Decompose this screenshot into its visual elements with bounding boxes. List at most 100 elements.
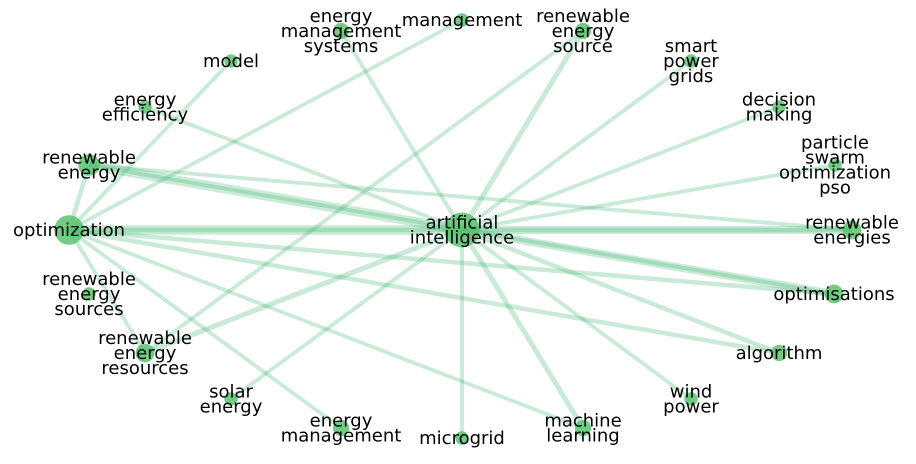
node-opt [54, 215, 84, 245]
node-label-line: particle [801, 133, 869, 154]
node-ai [444, 212, 480, 248]
node-label-line: energy [200, 397, 263, 418]
node-label-line: smart [665, 36, 717, 57]
node-label-line: efficiency [102, 105, 189, 126]
edge-ai-dm [461, 105, 780, 232]
node-res_src [574, 22, 592, 40]
node-label-line: management [402, 10, 523, 31]
node-label-line: artificial [426, 213, 499, 234]
node-optim [824, 284, 844, 304]
node-label-spg: smart power grids [663, 36, 719, 87]
node-spg [684, 54, 698, 68]
node-label-algo: algorithm [736, 343, 823, 364]
node-label-line: systems [304, 36, 378, 57]
node-label-pso: particle swarm optimization pso [779, 133, 891, 199]
node-label-line: decision [742, 90, 816, 111]
node-label-line: management [281, 426, 402, 447]
edge-ai-optim [461, 226, 835, 298]
node-rer [135, 343, 155, 363]
node-label-line: power [663, 51, 719, 72]
node-re [78, 154, 100, 176]
node-label-line: energy [310, 6, 373, 27]
edge-ai-solar [229, 228, 464, 401]
edge-ai-res_src [459, 29, 586, 232]
node-label-line: optimisations [773, 284, 894, 305]
node-label-dm: decision making [742, 90, 816, 126]
edge-ai-ml [459, 228, 586, 430]
node-label-solar: solar energy [200, 382, 263, 418]
edge-ai-rer [144, 227, 463, 356]
node-label-line: energy [58, 163, 121, 184]
edge-opt-mgmt [68, 18, 463, 232]
edge-opt-ml [68, 228, 584, 430]
node-label-line: energy [310, 411, 373, 432]
node-label-line: energy [58, 284, 121, 305]
node-label-line: intelligence [410, 228, 514, 249]
node-ren_en [842, 220, 862, 240]
node-label-res: renewable energy sources [42, 269, 136, 320]
node-res [82, 287, 96, 301]
node-label-res_src: renewable energy source [536, 6, 630, 57]
node-label-line: renewable [805, 213, 899, 234]
node-model [224, 54, 238, 68]
node-label-line: model [203, 51, 259, 72]
node-label-mgmt: management [402, 10, 523, 31]
node-label-line: management [281, 21, 402, 42]
node-label-ee: energy efficiency [102, 90, 189, 126]
node-label-line: algorithm [736, 343, 823, 364]
node-label-line: optimization [779, 163, 891, 184]
edge-re-ren_en [88, 163, 853, 232]
edge-opt-rer [67, 229, 147, 354]
node-label-line: solar [209, 382, 253, 403]
node-ems [332, 22, 350, 40]
node-label-line: learning [546, 426, 619, 447]
node-micro [455, 431, 469, 445]
node-mgmt [455, 13, 469, 27]
node-label-ems: energy management systems [281, 6, 402, 57]
node-label-optim: optimisations [773, 284, 894, 305]
edge-ai-re [88, 160, 463, 235]
node-label-wind: wind power [663, 382, 719, 418]
edge-ai-wind [460, 228, 693, 401]
node-em [332, 419, 350, 437]
edge-ai-ee [144, 105, 463, 232]
node-label-ren_en: renewable energies [805, 213, 899, 249]
node-label-ml: machine learning [544, 411, 621, 447]
node-dm [772, 100, 786, 114]
node-label-line: energy [114, 343, 177, 364]
node-label-em: energy management [281, 411, 402, 447]
node-label-line: source [553, 36, 613, 57]
nodes-layer [54, 13, 862, 445]
node-wind [684, 392, 698, 406]
node-label-line: wind [670, 382, 713, 403]
edge-ai-pso [461, 163, 836, 232]
node-label-line: resources [101, 358, 188, 379]
node-label-line: pso [819, 178, 851, 199]
node-label-line: renewable [536, 6, 630, 27]
node-label-line: grids [669, 66, 714, 87]
node-ee [138, 100, 152, 114]
node-label-line: swarm [805, 148, 865, 169]
node-label-line: optimization [13, 220, 125, 241]
node-solar [224, 392, 238, 406]
node-pso [828, 158, 842, 172]
node-label-ai: artificial intelligence [410, 213, 514, 249]
node-label-micro: microgrid [419, 428, 505, 449]
edge-opt-em [67, 228, 343, 430]
edge-opt-optim [68, 227, 835, 297]
edge-opt-algo [68, 227, 780, 356]
node-label-line: energies [813, 228, 891, 249]
node-algo [770, 344, 788, 362]
node-label-re: renewable energy [42, 148, 136, 184]
node-label-line: machine [544, 411, 621, 432]
node-label-line: renewable [42, 148, 136, 169]
node-label-line: renewable [98, 328, 192, 349]
node-label-line: microgrid [419, 428, 505, 449]
node-label-line: power [663, 397, 719, 418]
node-label-opt: optimization [13, 220, 125, 241]
edges-layer [66, 18, 853, 438]
node-ml [574, 419, 592, 437]
node-label-rer: renewable energy resources [98, 328, 192, 379]
edge-ai-spg [460, 59, 693, 232]
